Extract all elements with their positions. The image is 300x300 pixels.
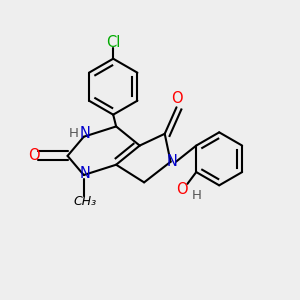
Text: Cl: Cl [106, 35, 120, 50]
Text: O: O [176, 182, 187, 197]
Text: CH₃: CH₃ [74, 195, 97, 208]
Text: N: N [80, 166, 91, 181]
Text: H: H [68, 127, 78, 140]
Text: N: N [167, 154, 178, 169]
Text: O: O [28, 148, 40, 164]
Text: H: H [191, 188, 201, 202]
Text: N: N [80, 126, 91, 141]
Text: O: O [171, 91, 182, 106]
